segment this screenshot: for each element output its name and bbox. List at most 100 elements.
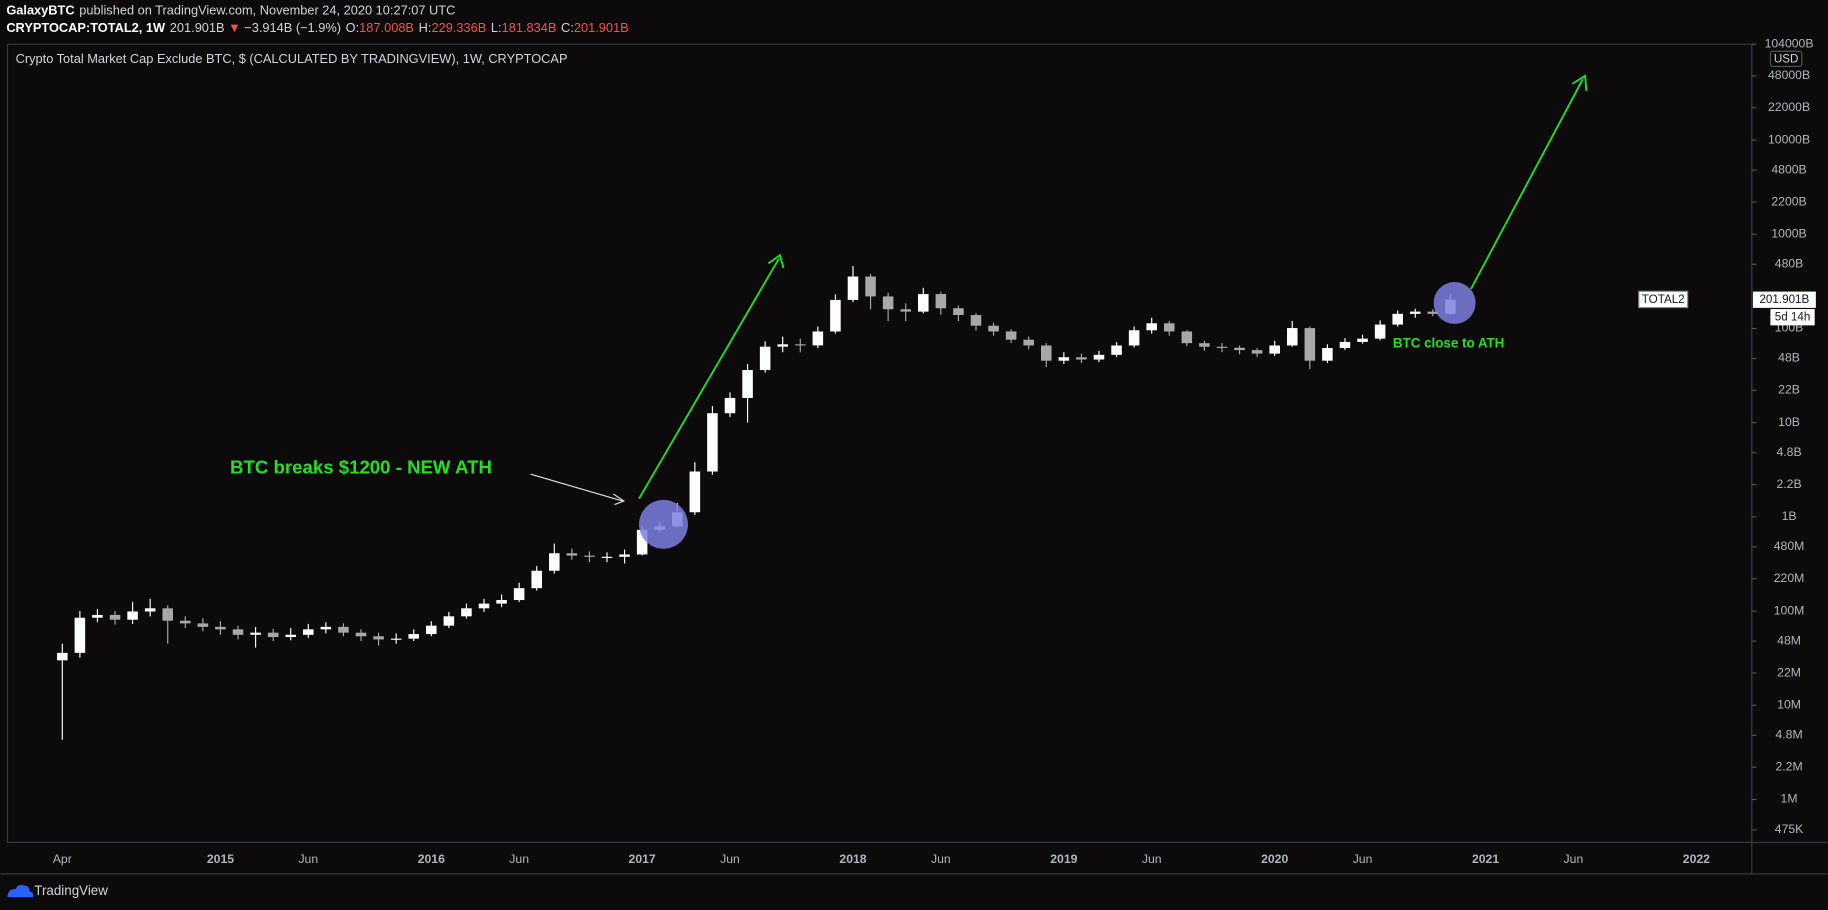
candle-body xyxy=(74,617,86,653)
candle-body xyxy=(795,344,806,346)
candle-body xyxy=(1058,357,1070,361)
candle-body xyxy=(1409,311,1421,314)
candle-body xyxy=(426,625,437,635)
arrow-head xyxy=(1571,74,1588,91)
candle-body xyxy=(619,554,630,557)
candle-body xyxy=(1128,330,1140,346)
x-tick-label: 2020 xyxy=(1261,852,1288,866)
candle-body xyxy=(303,629,314,635)
candle-body xyxy=(461,608,472,617)
close-label: C: xyxy=(561,21,574,36)
candle-body xyxy=(162,608,174,621)
x-tick-label: 2015 xyxy=(207,852,234,866)
candle-body xyxy=(531,570,542,589)
y-tick-label: 475K xyxy=(1775,822,1804,836)
y-tick-label: 22000B xyxy=(1768,100,1810,114)
candle-body xyxy=(1199,343,1210,347)
publisher: GalaxyBTC xyxy=(6,3,74,18)
candle-body xyxy=(1339,341,1351,349)
candle-body xyxy=(285,634,296,638)
brand-logo xyxy=(7,884,34,898)
y-tick-label: 480B xyxy=(1775,257,1804,271)
candle-body xyxy=(1251,350,1263,354)
x-tick-label: 2021 xyxy=(1472,852,1499,866)
candle-body xyxy=(92,614,103,618)
candle-body xyxy=(759,346,771,371)
price-label-box xyxy=(1752,291,1816,308)
candle-body xyxy=(478,603,490,609)
candle-body xyxy=(1146,323,1157,331)
x-tick-label: Jun xyxy=(720,852,740,866)
low-value: 181.834B xyxy=(502,21,557,36)
candle-body xyxy=(109,614,121,620)
candle-body xyxy=(1181,331,1193,344)
change: −3.914B (−1.9%) xyxy=(244,21,341,36)
candle-body xyxy=(1357,338,1368,342)
candle-body xyxy=(250,632,261,635)
candle-body xyxy=(636,529,648,555)
x-tick-label: Jun xyxy=(1564,852,1584,866)
highlight-circle xyxy=(639,499,688,549)
countdown-box xyxy=(1770,309,1815,326)
candle-body xyxy=(1093,354,1105,360)
y-tick-label: 48M xyxy=(1777,633,1801,647)
y-tick-label: 10M xyxy=(1777,698,1801,712)
y-tick-label: 480M xyxy=(1774,539,1805,553)
candle-body xyxy=(865,276,876,297)
candle-body xyxy=(144,608,156,612)
symbol-line: CRYPTOCAP:TOTAL2, 1W 201.901B ▼ −3.914B (−1… xyxy=(6,21,628,36)
x-tick-label: 2017 xyxy=(629,852,656,866)
candle-body xyxy=(1374,324,1386,339)
candle-body xyxy=(320,626,332,630)
countdown: 5d 14h xyxy=(1775,310,1811,323)
y-tick-label: 10B xyxy=(1778,415,1800,429)
y-tick-label: 10000B xyxy=(1768,132,1810,146)
close-value: 201.901B xyxy=(574,21,629,36)
candle-body xyxy=(566,553,578,556)
y-tick-label: 48B xyxy=(1778,351,1800,365)
candle-body xyxy=(1216,346,1228,348)
candle-body xyxy=(390,638,402,640)
published: published on TradingView.com, November 2… xyxy=(79,3,455,18)
candle-body xyxy=(953,308,964,316)
x-tick-label: Jun xyxy=(509,852,529,866)
candle-body xyxy=(742,370,753,398)
x-tick-label: Apr xyxy=(53,852,72,866)
candle-body xyxy=(57,652,68,661)
candle-body xyxy=(1005,331,1017,340)
price: 201.901B xyxy=(170,21,225,36)
candle-body xyxy=(338,626,349,633)
candle-body xyxy=(1076,357,1087,360)
candle-body xyxy=(724,397,736,414)
candle-body xyxy=(197,623,209,627)
candle-body xyxy=(496,600,507,604)
y-tick-label: 48000B xyxy=(1768,68,1810,82)
candle-body xyxy=(373,636,384,640)
candle-body xyxy=(1023,339,1034,346)
candle-body xyxy=(232,629,244,635)
price-label: 201.901B xyxy=(1759,293,1809,306)
candle-body xyxy=(584,555,595,557)
candle-body xyxy=(900,309,911,312)
marks-layer xyxy=(57,266,1456,740)
highlight-circle xyxy=(1433,281,1476,324)
y-tick-label: 4.8B xyxy=(1776,445,1801,459)
candle-body xyxy=(1392,313,1403,325)
candle-body xyxy=(1163,323,1175,332)
publish-line: GalaxyBTC published on TradingView.com, N… xyxy=(6,3,455,18)
open-value: 187.008B xyxy=(359,21,414,36)
pointer-arrow xyxy=(530,473,623,502)
y-tick-label: 4.8M xyxy=(1775,728,1802,742)
candle-body xyxy=(1111,345,1122,355)
candle-body xyxy=(970,315,982,326)
high-value: 229.336B xyxy=(431,21,486,36)
trend-arrow xyxy=(1470,78,1584,290)
y-tick-label: 1B xyxy=(1782,509,1797,523)
candle-body xyxy=(127,611,138,620)
candle-body xyxy=(1040,345,1052,361)
candle-body xyxy=(988,325,999,332)
candle-body xyxy=(707,413,718,472)
candle-body xyxy=(180,620,191,624)
